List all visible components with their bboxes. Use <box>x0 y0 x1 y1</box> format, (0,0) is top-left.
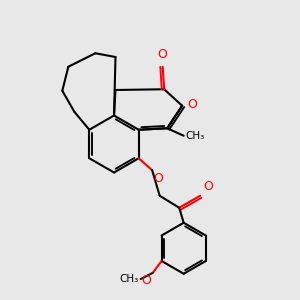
Text: O: O <box>141 274 151 287</box>
Text: O: O <box>154 172 164 185</box>
Text: CH₃: CH₃ <box>120 274 139 284</box>
Text: O: O <box>188 98 197 111</box>
Text: CH₃: CH₃ <box>185 131 204 141</box>
Text: O: O <box>203 180 213 193</box>
Text: O: O <box>158 48 168 61</box>
